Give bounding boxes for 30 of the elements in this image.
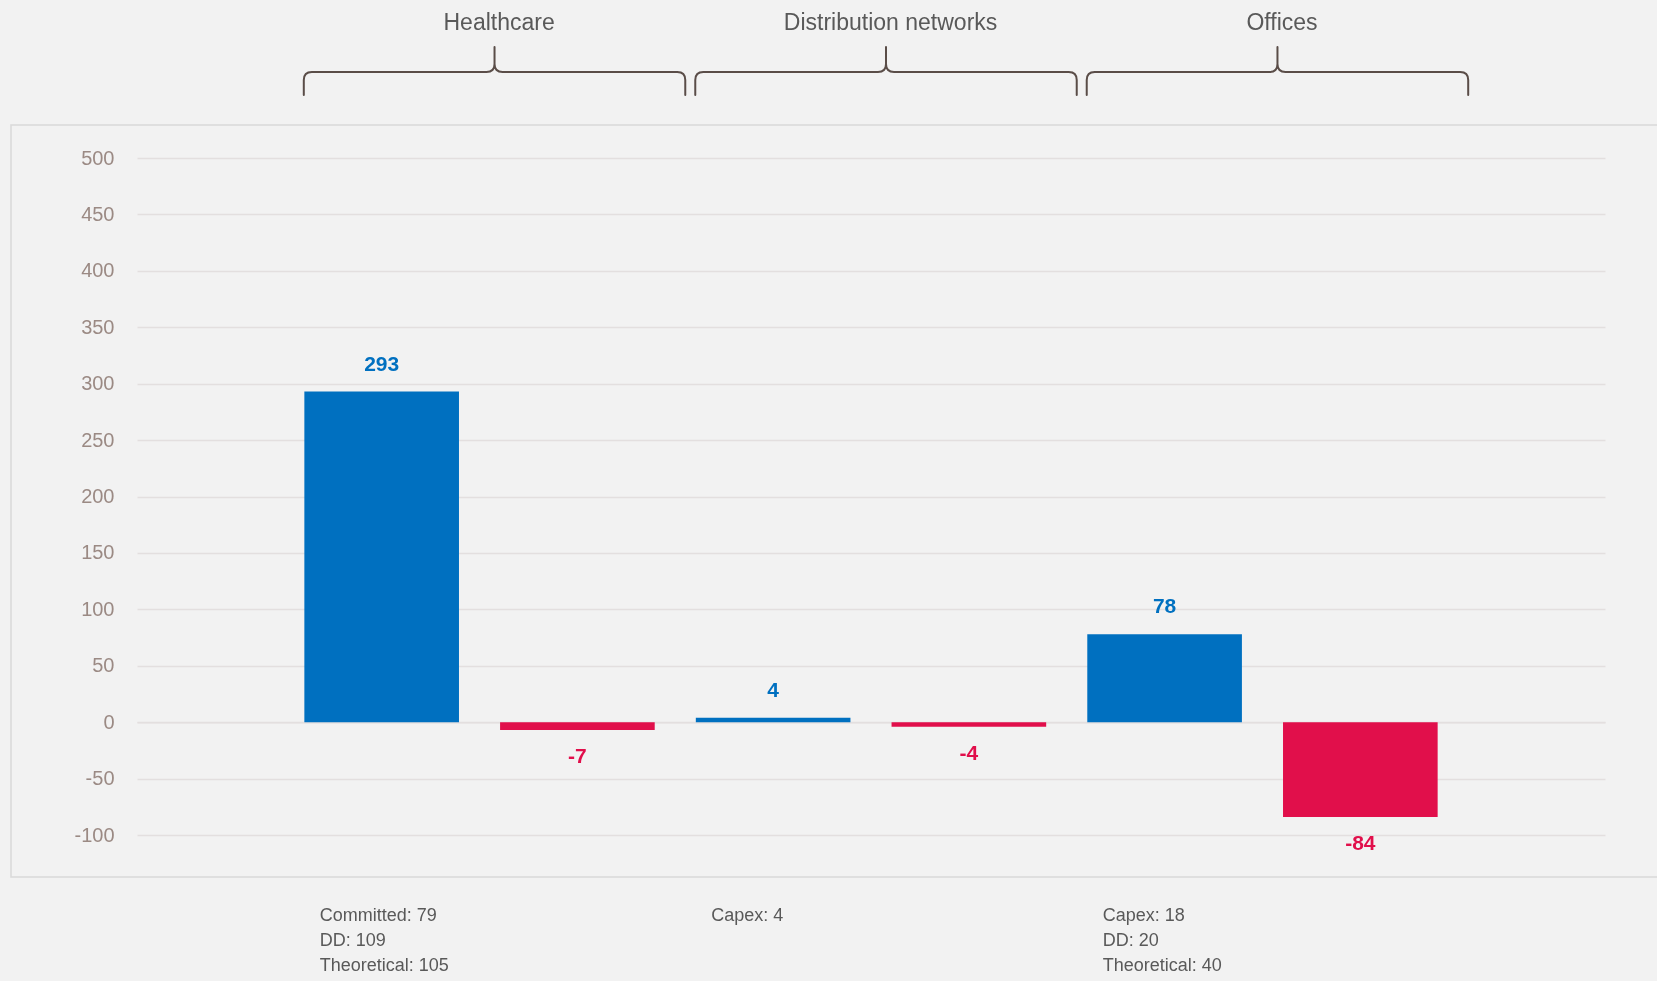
- y-tick-label: 250: [81, 428, 115, 451]
- bar: [1283, 722, 1438, 817]
- y-tick-label: 100: [81, 597, 115, 620]
- text: Capex: 18 DD: 20 Theoretical: 40: [1102, 905, 1222, 975]
- data-label: -84: [1345, 830, 1376, 854]
- bar: [1087, 634, 1242, 723]
- bar: [500, 722, 655, 731]
- y-tick-label: 200: [81, 485, 115, 507]
- data-label: 293: [364, 351, 400, 375]
- data-label: 4: [767, 677, 780, 701]
- x-tick-label: Offices: [1246, 9, 1318, 35]
- text: Capex: 4: [711, 905, 784, 925]
- y-tick-label: 300: [81, 372, 115, 395]
- y-tick-label: -100: [74, 823, 115, 846]
- x-tick-label: Distribution networks: [783, 9, 998, 35]
- y-tick-label: 350: [81, 315, 115, 338]
- y-tick-label: -50: [85, 767, 115, 790]
- y-tick-label: 50: [92, 654, 115, 677]
- text: Committed: 79 DD: 109 Theoretical: 105: [319, 905, 449, 975]
- bar: [891, 722, 1047, 727]
- bar: [304, 391, 459, 723]
- data-label: 78: [1152, 594, 1177, 618]
- y-tick-label: 500: [81, 146, 115, 169]
- y-tick-label: 450: [81, 202, 115, 225]
- y-tick-label: 0: [103, 710, 115, 733]
- data-label: -4: [959, 740, 979, 764]
- y-tick-label: 400: [81, 259, 115, 282]
- data-label: -7: [568, 744, 587, 768]
- y-tick-label: 150: [81, 541, 115, 564]
- x-tick-label: Healthcare: [443, 9, 555, 35]
